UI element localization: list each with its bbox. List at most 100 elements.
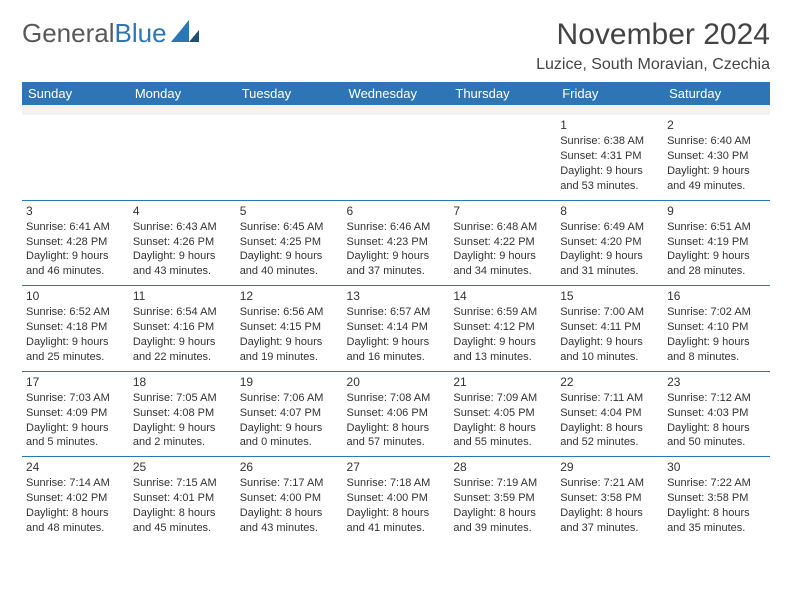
day-cell: 28Sunrise: 7:19 AMSunset: 3:59 PMDayligh… — [449, 457, 556, 542]
day-number: 10 — [26, 288, 125, 304]
day-cell: 4Sunrise: 6:43 AMSunset: 4:26 PMDaylight… — [129, 200, 236, 286]
day-number: 29 — [560, 459, 659, 475]
sunset-text: Sunset: 4:19 PM — [667, 235, 766, 250]
logo-word2: Blue — [115, 18, 167, 48]
day-number: 1 — [560, 117, 659, 133]
week-row: 10Sunrise: 6:52 AMSunset: 4:18 PMDayligh… — [22, 286, 770, 372]
day-number: 30 — [667, 459, 766, 475]
sunrise-text: Sunrise: 7:17 AM — [240, 476, 339, 491]
day-cell: 7Sunrise: 6:48 AMSunset: 4:22 PMDaylight… — [449, 200, 556, 286]
week-row: 3Sunrise: 6:41 AMSunset: 4:28 PMDaylight… — [22, 200, 770, 286]
daylight-text: Daylight: 9 hours and 22 minutes. — [133, 335, 232, 365]
sunrise-text: Sunrise: 6:52 AM — [26, 305, 125, 320]
day-number: 14 — [453, 288, 552, 304]
sunset-text: Sunset: 4:16 PM — [133, 320, 232, 335]
daylight-text: Daylight: 9 hours and 53 minutes. — [560, 164, 659, 194]
logo-text: GeneralBlue — [22, 18, 167, 49]
sunset-text: Sunset: 4:01 PM — [133, 491, 232, 506]
sunrise-text: Sunrise: 7:14 AM — [26, 476, 125, 491]
daylight-text: Daylight: 9 hours and 19 minutes. — [240, 335, 339, 365]
sunset-text: Sunset: 4:09 PM — [26, 406, 125, 421]
dayhead-mon: Monday — [129, 82, 236, 105]
sunset-text: Sunset: 4:18 PM — [26, 320, 125, 335]
day-cell — [22, 115, 129, 200]
daylight-text: Daylight: 8 hours and 43 minutes. — [240, 506, 339, 536]
day-cell: 8Sunrise: 6:49 AMSunset: 4:20 PMDaylight… — [556, 200, 663, 286]
day-number: 24 — [26, 459, 125, 475]
day-number: 12 — [240, 288, 339, 304]
logo: GeneralBlue — [22, 18, 199, 49]
day-cell: 13Sunrise: 6:57 AMSunset: 4:14 PMDayligh… — [343, 286, 450, 372]
sunrise-text: Sunrise: 7:08 AM — [347, 391, 446, 406]
day-number: 8 — [560, 203, 659, 219]
daylight-text: Daylight: 9 hours and 10 minutes. — [560, 335, 659, 365]
day-cell: 25Sunrise: 7:15 AMSunset: 4:01 PMDayligh… — [129, 457, 236, 542]
day-number: 26 — [240, 459, 339, 475]
day-number: 15 — [560, 288, 659, 304]
day-cell: 30Sunrise: 7:22 AMSunset: 3:58 PMDayligh… — [663, 457, 770, 542]
daylight-text: Daylight: 9 hours and 31 minutes. — [560, 249, 659, 279]
sunset-text: Sunset: 4:03 PM — [667, 406, 766, 421]
day-number: 22 — [560, 374, 659, 390]
sunset-text: Sunset: 4:11 PM — [560, 320, 659, 335]
day-number: 20 — [347, 374, 446, 390]
day-cell: 11Sunrise: 6:54 AMSunset: 4:16 PMDayligh… — [129, 286, 236, 372]
day-cell: 6Sunrise: 6:46 AMSunset: 4:23 PMDaylight… — [343, 200, 450, 286]
sunrise-text: Sunrise: 6:43 AM — [133, 220, 232, 235]
day-cell: 24Sunrise: 7:14 AMSunset: 4:02 PMDayligh… — [22, 457, 129, 542]
sunset-text: Sunset: 4:14 PM — [347, 320, 446, 335]
sunrise-text: Sunrise: 7:05 AM — [133, 391, 232, 406]
day-number: 9 — [667, 203, 766, 219]
sunrise-text: Sunrise: 6:59 AM — [453, 305, 552, 320]
sunrise-text: Sunrise: 6:40 AM — [667, 134, 766, 149]
day-cell: 3Sunrise: 6:41 AMSunset: 4:28 PMDaylight… — [22, 200, 129, 286]
sunset-text: Sunset: 3:59 PM — [453, 491, 552, 506]
day-cell: 27Sunrise: 7:18 AMSunset: 4:00 PMDayligh… — [343, 457, 450, 542]
sunrise-text: Sunrise: 6:51 AM — [667, 220, 766, 235]
week-row: 17Sunrise: 7:03 AMSunset: 4:09 PMDayligh… — [22, 371, 770, 457]
day-number: 17 — [26, 374, 125, 390]
sunset-text: Sunset: 4:22 PM — [453, 235, 552, 250]
daylight-text: Daylight: 9 hours and 49 minutes. — [667, 164, 766, 194]
day-cell: 10Sunrise: 6:52 AMSunset: 4:18 PMDayligh… — [22, 286, 129, 372]
day-number: 2 — [667, 117, 766, 133]
day-number: 3 — [26, 203, 125, 219]
header: GeneralBlue November 2024 Luzice, South … — [22, 18, 770, 74]
day-number: 19 — [240, 374, 339, 390]
daylight-text: Daylight: 9 hours and 25 minutes. — [26, 335, 125, 365]
location: Luzice, South Moravian, Czechia — [536, 56, 770, 74]
daylight-text: Daylight: 9 hours and 8 minutes. — [667, 335, 766, 365]
daylight-text: Daylight: 9 hours and 0 minutes. — [240, 421, 339, 451]
sunrise-text: Sunrise: 7:00 AM — [560, 305, 659, 320]
sunrise-text: Sunrise: 6:38 AM — [560, 134, 659, 149]
day-number: 23 — [667, 374, 766, 390]
dayhead-row: Sunday Monday Tuesday Wednesday Thursday… — [22, 82, 770, 105]
day-cell: 9Sunrise: 6:51 AMSunset: 4:19 PMDaylight… — [663, 200, 770, 286]
sunset-text: Sunset: 4:23 PM — [347, 235, 446, 250]
day-cell: 20Sunrise: 7:08 AMSunset: 4:06 PMDayligh… — [343, 371, 450, 457]
sunrise-text: Sunrise: 7:12 AM — [667, 391, 766, 406]
sunset-text: Sunset: 3:58 PM — [667, 491, 766, 506]
sunrise-text: Sunrise: 7:19 AM — [453, 476, 552, 491]
logo-mark-icon — [171, 20, 199, 47]
daylight-text: Daylight: 9 hours and 34 minutes. — [453, 249, 552, 279]
sunrise-text: Sunrise: 7:11 AM — [560, 391, 659, 406]
day-number: 18 — [133, 374, 232, 390]
daylight-text: Daylight: 9 hours and 43 minutes. — [133, 249, 232, 279]
sunrise-text: Sunrise: 6:48 AM — [453, 220, 552, 235]
day-number: 13 — [347, 288, 446, 304]
sunrise-text: Sunrise: 7:02 AM — [667, 305, 766, 320]
calendar-table: Sunday Monday Tuesday Wednesday Thursday… — [22, 82, 770, 542]
day-cell: 18Sunrise: 7:05 AMSunset: 4:08 PMDayligh… — [129, 371, 236, 457]
sunrise-text: Sunrise: 6:46 AM — [347, 220, 446, 235]
daylight-text: Daylight: 9 hours and 28 minutes. — [667, 249, 766, 279]
sunrise-text: Sunrise: 6:45 AM — [240, 220, 339, 235]
dayhead-fri: Friday — [556, 82, 663, 105]
day-cell: 23Sunrise: 7:12 AMSunset: 4:03 PMDayligh… — [663, 371, 770, 457]
daylight-text: Daylight: 8 hours and 55 minutes. — [453, 421, 552, 451]
daylight-text: Daylight: 9 hours and 5 minutes. — [26, 421, 125, 451]
title-block: November 2024 Luzice, South Moravian, Cz… — [536, 18, 770, 74]
day-cell: 22Sunrise: 7:11 AMSunset: 4:04 PMDayligh… — [556, 371, 663, 457]
logo-word1: General — [22, 18, 115, 48]
daylight-text: Daylight: 8 hours and 57 minutes. — [347, 421, 446, 451]
